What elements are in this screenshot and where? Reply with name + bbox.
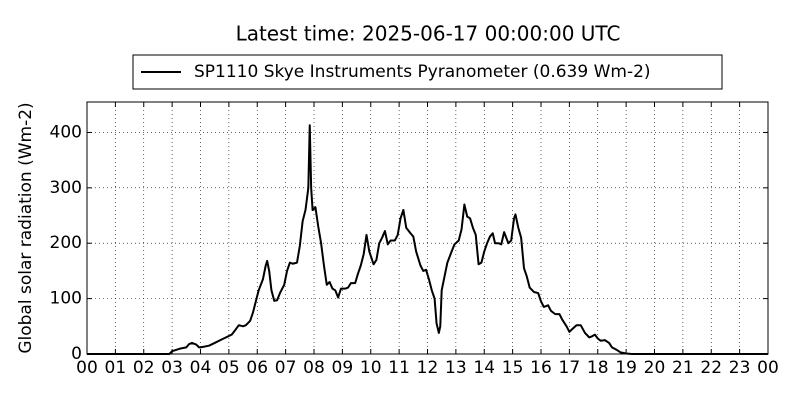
x-tick-label: 17 (559, 358, 581, 378)
x-tick-label: 03 (161, 358, 183, 378)
x-tick-label: 00 (757, 358, 779, 378)
x-tick-label: 10 (360, 358, 382, 378)
y-axis-label: Global solar radiation (Wm-2) (16, 102, 36, 353)
legend-box (132, 54, 723, 90)
x-tick-label: 21 (672, 358, 694, 378)
x-tick-label: 16 (530, 358, 552, 378)
plot-frame (86, 101, 769, 355)
x-tick-label: 01 (105, 358, 127, 378)
x-tick-label: 20 (644, 358, 666, 378)
x-tick-label: 18 (587, 358, 609, 378)
x-tick-label: 23 (729, 358, 751, 378)
data-line (87, 124, 768, 355)
x-tick-label: 09 (332, 358, 354, 378)
x-tick-label: 07 (275, 358, 297, 378)
x-tick-label: 08 (303, 358, 325, 378)
x-tick-label: 00 (76, 358, 98, 378)
y-tick-label: 400 (50, 122, 82, 142)
y-tick-label: 100 (50, 289, 82, 309)
chart-title: Latest time: 2025-06-17 00:00:00 UTC (236, 22, 621, 46)
y-tick-label: 200 (50, 233, 82, 253)
x-tick-label: 05 (218, 358, 240, 378)
x-tick-label: 04 (190, 358, 212, 378)
y-tick-label: 300 (50, 178, 82, 198)
legend-label: SP1110 Skye Instruments Pyranometer (0.6… (194, 62, 651, 82)
x-tick-label: 11 (388, 358, 410, 378)
x-tick-label: 02 (133, 358, 155, 378)
x-tick-label: 12 (417, 358, 439, 378)
x-tick-label: 14 (473, 358, 495, 378)
x-tick-label: 19 (615, 358, 637, 378)
x-tick-label: 13 (445, 358, 467, 378)
x-tick-label: 15 (502, 358, 524, 378)
x-tick-label: 22 (700, 358, 722, 378)
y-tick-label: 0 (71, 344, 82, 364)
x-tick-label: 06 (246, 358, 268, 378)
